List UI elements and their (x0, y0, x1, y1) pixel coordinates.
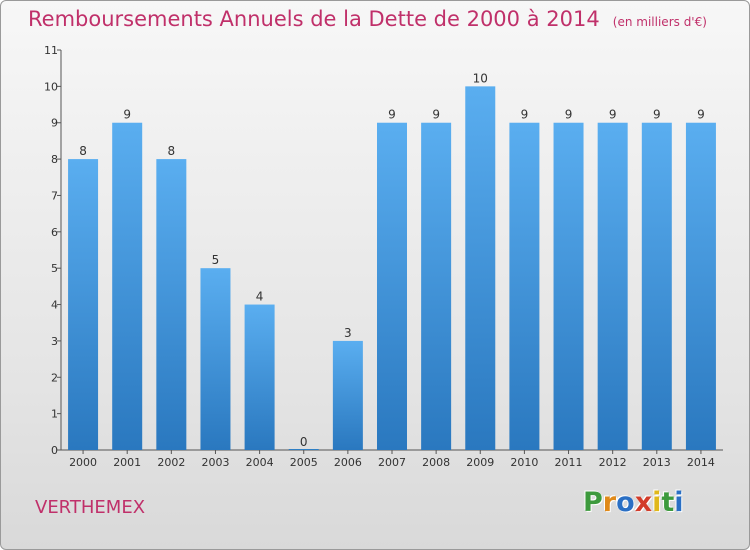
bar-2013 (641, 122, 672, 451)
data-label: 8 (79, 144, 87, 158)
y-tick-label: 11 (44, 44, 58, 57)
data-label: 8 (168, 144, 176, 158)
data-label: 9 (123, 108, 131, 122)
y-tick-label: 7 (51, 189, 58, 202)
y-tick-label: 10 (44, 80, 58, 93)
data-label: 0 (300, 435, 308, 449)
x-tick-label: 2004 (246, 456, 274, 469)
logo-letter: o (616, 487, 635, 518)
logo-letter: i (674, 487, 684, 518)
bar-2008 (421, 122, 452, 451)
data-label: 9 (653, 108, 661, 122)
logo-letter: t (661, 487, 675, 518)
data-label: 4 (256, 290, 264, 304)
logo-letter: x (634, 487, 653, 518)
y-tick-label: 4 (51, 299, 58, 312)
bar-2012 (597, 122, 628, 451)
data-label: 9 (521, 108, 529, 122)
y-tick-label: 3 (51, 335, 58, 348)
bar-2005 (288, 449, 319, 450)
x-tick-label: 2005 (290, 456, 318, 469)
x-tick-label: 2010 (510, 456, 538, 469)
y-tick-label: 0 (51, 444, 58, 457)
bar-2014 (685, 122, 716, 451)
title-block: Remboursements Annuels de la Dette de 20… (28, 7, 707, 31)
data-label: 5 (212, 253, 220, 267)
y-tick-label: 2 (51, 371, 58, 384)
data-label: 10 (473, 71, 488, 85)
bar-2010 (509, 122, 540, 451)
y-tick-label: 1 (51, 408, 58, 421)
bar-2001 (112, 122, 143, 451)
logo-letter: r (602, 487, 617, 518)
data-label: 9 (609, 108, 617, 122)
bar-2011 (553, 122, 584, 451)
x-tick-label: 2012 (599, 456, 627, 469)
x-tick-label: 2003 (201, 456, 229, 469)
x-tick-label: 2002 (157, 456, 185, 469)
data-label: 9 (388, 108, 396, 122)
chart-subtitle: (en milliers d'€) (612, 15, 707, 29)
proxiti-logo[interactable]: Proxiti (583, 487, 684, 518)
x-tick-label: 2000 (69, 456, 97, 469)
x-tick-label: 2011 (555, 456, 583, 469)
axes: 0 1 2 3 4 5 6 7 8 9 10 11 2000 2001 2002 2003 2004 2005 20… (44, 44, 723, 469)
bar-2009 (465, 86, 496, 450)
y-tick-label: 6 (51, 226, 58, 239)
bars (68, 86, 716, 451)
y-tick-label: 5 (51, 262, 58, 275)
data-label: 3 (344, 326, 352, 340)
data-label: 9 (432, 108, 440, 122)
x-tick-label: 2007 (378, 456, 406, 469)
bar-2003 (200, 268, 231, 450)
bar-2002 (156, 159, 187, 450)
chart-title: Remboursements Annuels de la Dette de 20… (28, 7, 600, 31)
bar-2004 (244, 304, 275, 450)
data-labels: 8 9 8 5 4 0 3 9 9 10 9 9 9 9 9 (79, 71, 705, 449)
data-label: 9 (565, 108, 573, 122)
bar-2006 (332, 340, 363, 450)
y-tick-label: 9 (51, 117, 58, 130)
x-tick-label: 2014 (687, 456, 715, 469)
x-tick-label: 2009 (466, 456, 494, 469)
data-label: 9 (697, 108, 705, 122)
y-tick-label: 8 (51, 153, 58, 166)
logo-letter: i (652, 487, 662, 518)
commune-name: VERTHEMEX (35, 497, 146, 518)
x-tick-label: 2013 (643, 456, 671, 469)
x-tick-label: 2001 (113, 456, 141, 469)
bar-2000 (68, 159, 99, 450)
x-tick-label: 2008 (422, 456, 450, 469)
x-tick-label: 2006 (334, 456, 362, 469)
logo-letter: P (583, 487, 603, 518)
bar-2007 (377, 122, 407, 451)
